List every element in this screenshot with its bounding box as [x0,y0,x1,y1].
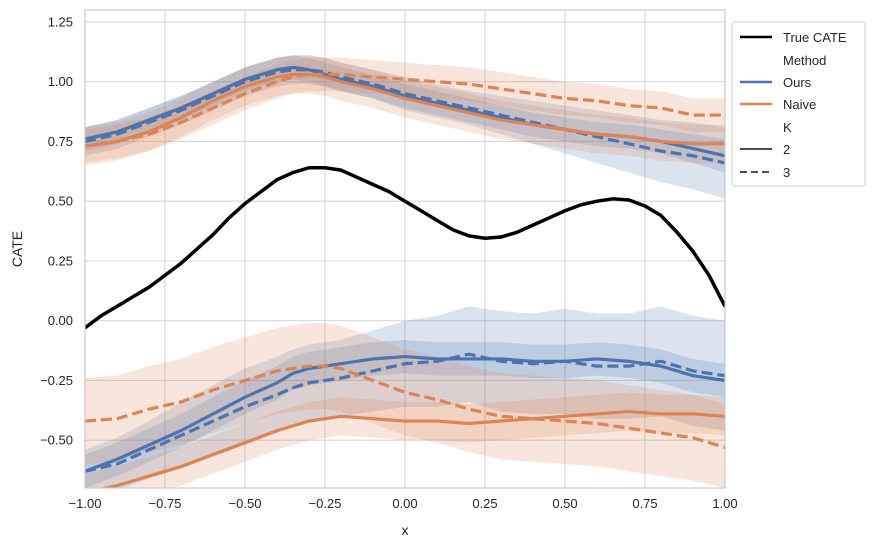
y-tick-label: 0.00 [48,313,73,328]
line-naive-k-3-lower [85,364,725,449]
line-ours-k-3-lower [85,352,725,473]
x-tick-label: −0.75 [149,496,182,511]
legend-true-label: True CATE [783,30,847,45]
y-tick-label: 0.75 [48,134,73,149]
plot-frame [84,9,726,489]
line-naive-k-2-lower [99,409,725,488]
x-tick-label: −1.00 [69,496,102,511]
band-ours-k-3-upper [85,55,725,199]
legend-ours-label: Ours [783,75,812,90]
series-lines [85,65,725,488]
x-tick-label: 0.75 [632,496,657,511]
line-true-cate [85,165,725,330]
y-tick-labels: −0.50 −0.25 0.00 0.25 0.50 0.75 1.00 1.25 [40,14,73,447]
x-tick-label: 0.00 [392,496,417,511]
legend-naive-label: Naive [783,97,816,112]
band-ours-k-2-lower [85,339,725,488]
y-axis-label: CATE [9,231,25,267]
legend: True CATE Method Ours Naive K 2 3 [731,21,866,187]
x-tick-label: 1.00 [712,496,737,511]
legend-k2-label: 2 [783,142,790,157]
x-tick-label: −0.25 [309,496,342,511]
line-ours-k-2-lower [85,354,725,473]
x-tick-labels: −1.00 −0.75 −0.50 −0.25 0.00 0.25 0.50 0.75 1.00 [69,496,738,511]
x-tick-label: 0.25 [472,496,497,511]
band-naive-k-3-lower [85,323,725,488]
legend-method-header: Method [783,53,826,68]
x-tick-label: 0.50 [552,496,577,511]
line-naive-k-2-upper [85,72,725,148]
legend-frame [731,21,866,187]
line-naive-k-3-upper [85,72,725,148]
band-ours-k-2-upper [85,55,725,173]
y-tick-label: −0.25 [40,373,73,388]
legend-k-header: K [783,120,792,135]
legend-k3-label: 3 [783,165,790,180]
y-tick-label: 1.25 [48,14,73,29]
y-tick-label: 0.50 [48,194,73,209]
y-tick-label: 0.25 [48,253,73,268]
band-naive-k-3-upper [85,57,725,163]
y-tick-label: −0.50 [40,433,73,448]
y-tick-label: 1.00 [48,74,73,89]
x-axis-label: x [402,522,409,538]
x-tick-label: −0.50 [229,496,262,511]
